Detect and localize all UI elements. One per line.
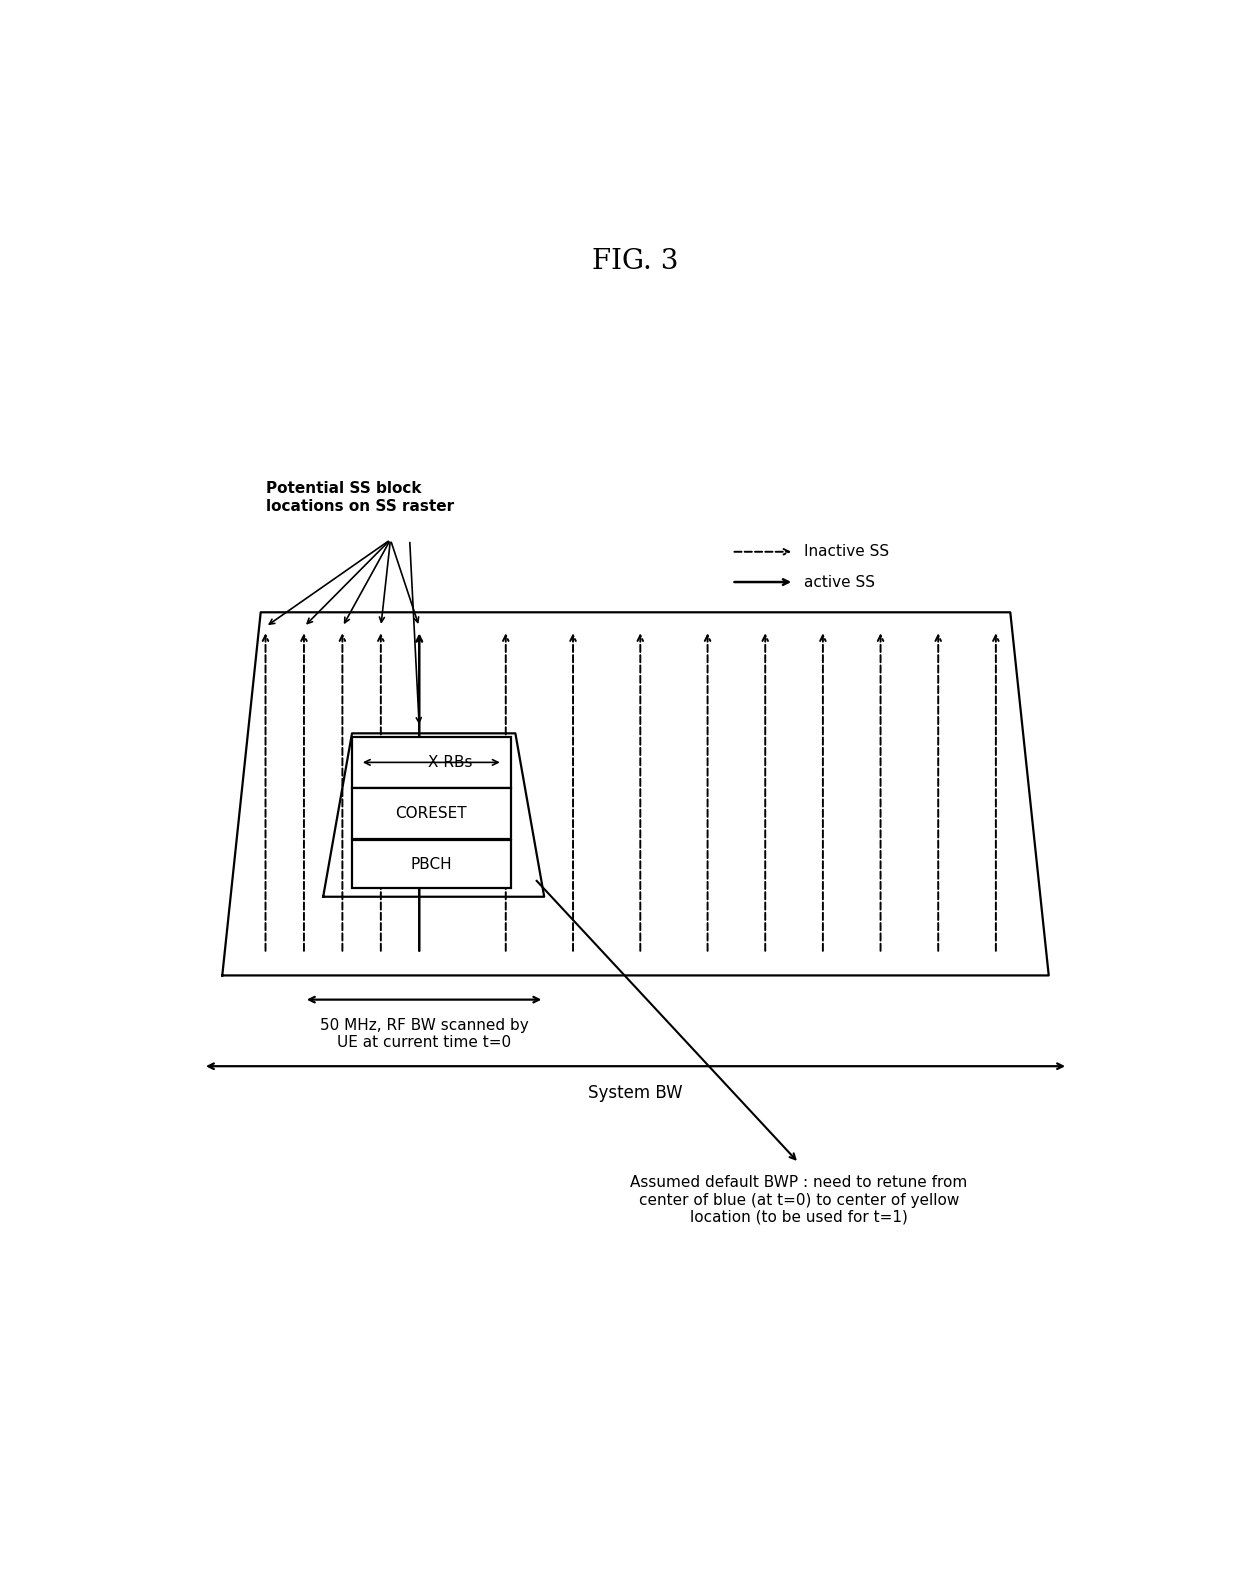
Bar (352, 788, 511, 838)
Text: FIG. 3: FIG. 3 (593, 248, 678, 275)
Text: X RBs: X RBs (428, 755, 472, 770)
Text: Potential SS block
locations on SS raster: Potential SS block locations on SS raste… (265, 481, 454, 514)
Text: 50 MHz, RF BW scanned by
UE at current time t=0: 50 MHz, RF BW scanned by UE at current t… (320, 1017, 528, 1050)
Text: System BW: System BW (588, 1085, 683, 1102)
Text: Inactive SS: Inactive SS (804, 544, 889, 560)
Text: active SS: active SS (804, 574, 874, 590)
Text: Assumed default BWP : need to retune from
center of blue (at t=0) to center of y: Assumed default BWP : need to retune fro… (630, 1176, 967, 1225)
Text: CORESET: CORESET (396, 806, 467, 821)
Bar (352, 737, 511, 788)
Bar (352, 839, 511, 888)
Text: PBCH: PBCH (410, 857, 453, 871)
